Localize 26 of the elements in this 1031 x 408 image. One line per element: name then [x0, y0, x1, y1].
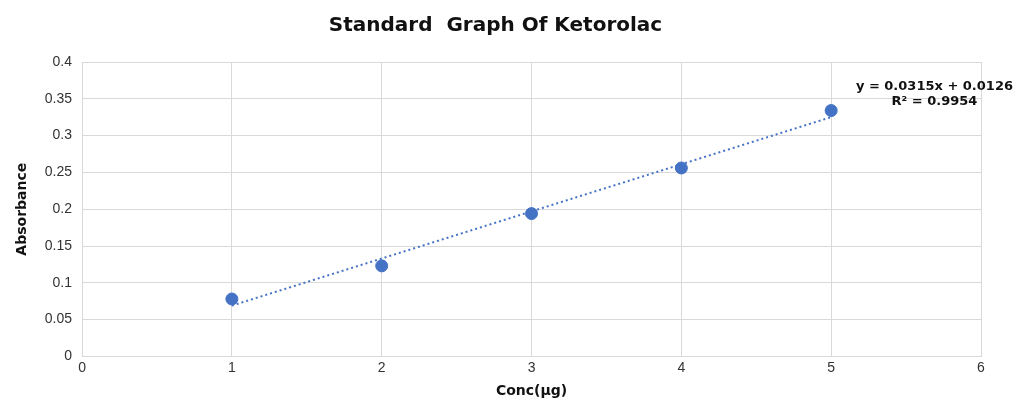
annotation: R² = 0.9954 — [890, 93, 979, 108]
point — [674, 161, 688, 175]
y-tick-label: 0.1 — [52, 273, 73, 290]
x-tick-label: 5 — [827, 358, 836, 375]
y-tick-label: 0 — [64, 347, 73, 364]
y-tick-label: 0.05 — [44, 310, 73, 327]
point — [375, 259, 389, 273]
point — [225, 292, 239, 306]
point — [525, 207, 539, 221]
y-tick-label: 0.3 — [52, 126, 73, 143]
x-tick-label: 4 — [677, 358, 686, 375]
chart-title: Standard Graph Of Ketorolac — [328, 12, 663, 37]
point — [824, 104, 838, 118]
y-tick-label: 0.2 — [52, 200, 73, 217]
y-axis-title: Absorbance — [13, 162, 30, 256]
y-tick-label: 0.15 — [44, 236, 73, 253]
x-axis-title: Conc(µg) — [495, 382, 568, 399]
x-tick-label: 1 — [227, 358, 236, 375]
x-tick-label: 6 — [977, 358, 986, 375]
x-tick-label: 0 — [78, 358, 87, 375]
annotation: y = 0.0315x + 0.0126 — [855, 78, 1013, 93]
y-tick-label: 0.35 — [44, 89, 73, 106]
x-tick-label: 2 — [377, 358, 386, 375]
y-tick-label: 0.4 — [52, 52, 73, 69]
x-tick-label: 3 — [527, 358, 536, 375]
y-tick-label: 0.25 — [44, 163, 73, 180]
